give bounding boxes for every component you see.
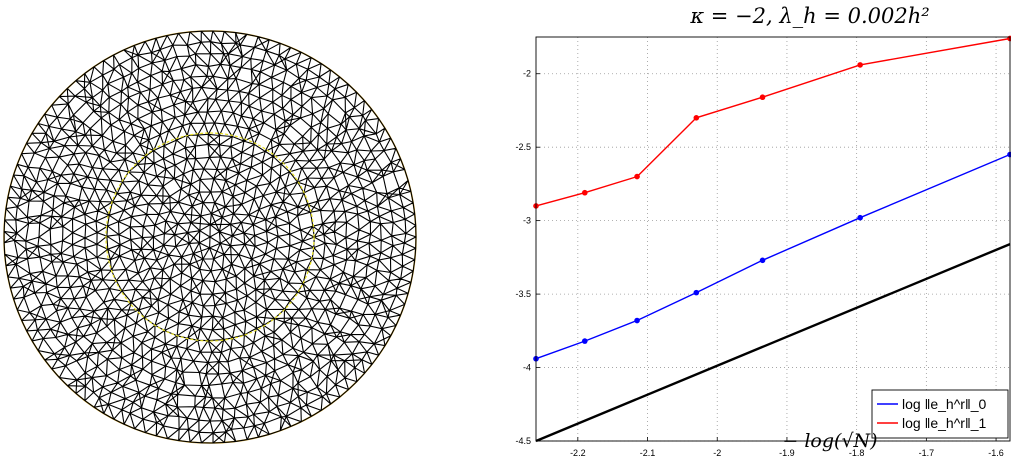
x-axis-label: − log(√N): [782, 430, 878, 452]
chart-title: κ = −2, λ_h = 0.002h²: [690, 4, 930, 28]
x-tick-label: -2.2: [570, 448, 586, 458]
legend-box: [871, 389, 1009, 439]
series-0-point: [634, 317, 640, 324]
y-tick-label: -2: [523, 69, 531, 79]
x-tick-label: -2.1: [640, 448, 656, 458]
x-tick-label: -1.6: [988, 448, 1004, 458]
series-0-point: [857, 214, 863, 221]
legend-label: log ‖e_h^r‖_1: [902, 415, 987, 431]
y-tick-label: -3.5: [515, 289, 531, 299]
grid-layer: [536, 37, 1010, 442]
mesh-panel: [0, 0, 420, 459]
plot-frame: [535, 36, 1011, 442]
series-1-point: [857, 62, 863, 68]
y-tick-label: -3: [523, 216, 531, 226]
series-0-point: [693, 289, 700, 296]
axis-layer: -2.2 -2.1 -2 -1.9 -1.8 -1.7 -1.6 -4.5 -4 -3.5 -3 -2…: [515, 36, 1011, 458]
legend-label: log ‖e_h^r‖_0: [902, 396, 987, 412]
series-line-2: [535, 242, 1011, 443]
series-0-point: [581, 338, 588, 344]
convergence-chart: -2.2 -2.1 -2 -1.9 -1.8 -1.7 -1.6 -4.5 -4 -3.5 -3 -2…: [515, 35, 1011, 458]
inner-interface-circle: [105, 132, 315, 342]
series-1-point: [693, 115, 700, 121]
y-tick-label: -2.5: [515, 142, 531, 152]
x-tick-label: -1.8: [849, 448, 865, 458]
series-0-point: [759, 257, 766, 264]
y-tick-label: -4.5: [515, 436, 531, 446]
series-layer: [533, 35, 1011, 443]
series-1-point: [634, 173, 640, 180]
triangular-mesh-disk: [3, 30, 417, 444]
series-line-1: [535, 37, 1011, 207]
chart-panel: κ = −2, λ_h = 0.002h² -2.2 -2.1 -2 -1.9 -1.8…: [480, 0, 1011, 459]
x-tick-label: -1.9: [779, 448, 795, 458]
series-1-point: [581, 189, 588, 196]
series-1-point: [759, 94, 766, 101]
y-tick-label: -4: [523, 363, 531, 373]
x-tick-label: -2: [713, 448, 721, 458]
x-tick-label: -1.7: [919, 448, 935, 458]
